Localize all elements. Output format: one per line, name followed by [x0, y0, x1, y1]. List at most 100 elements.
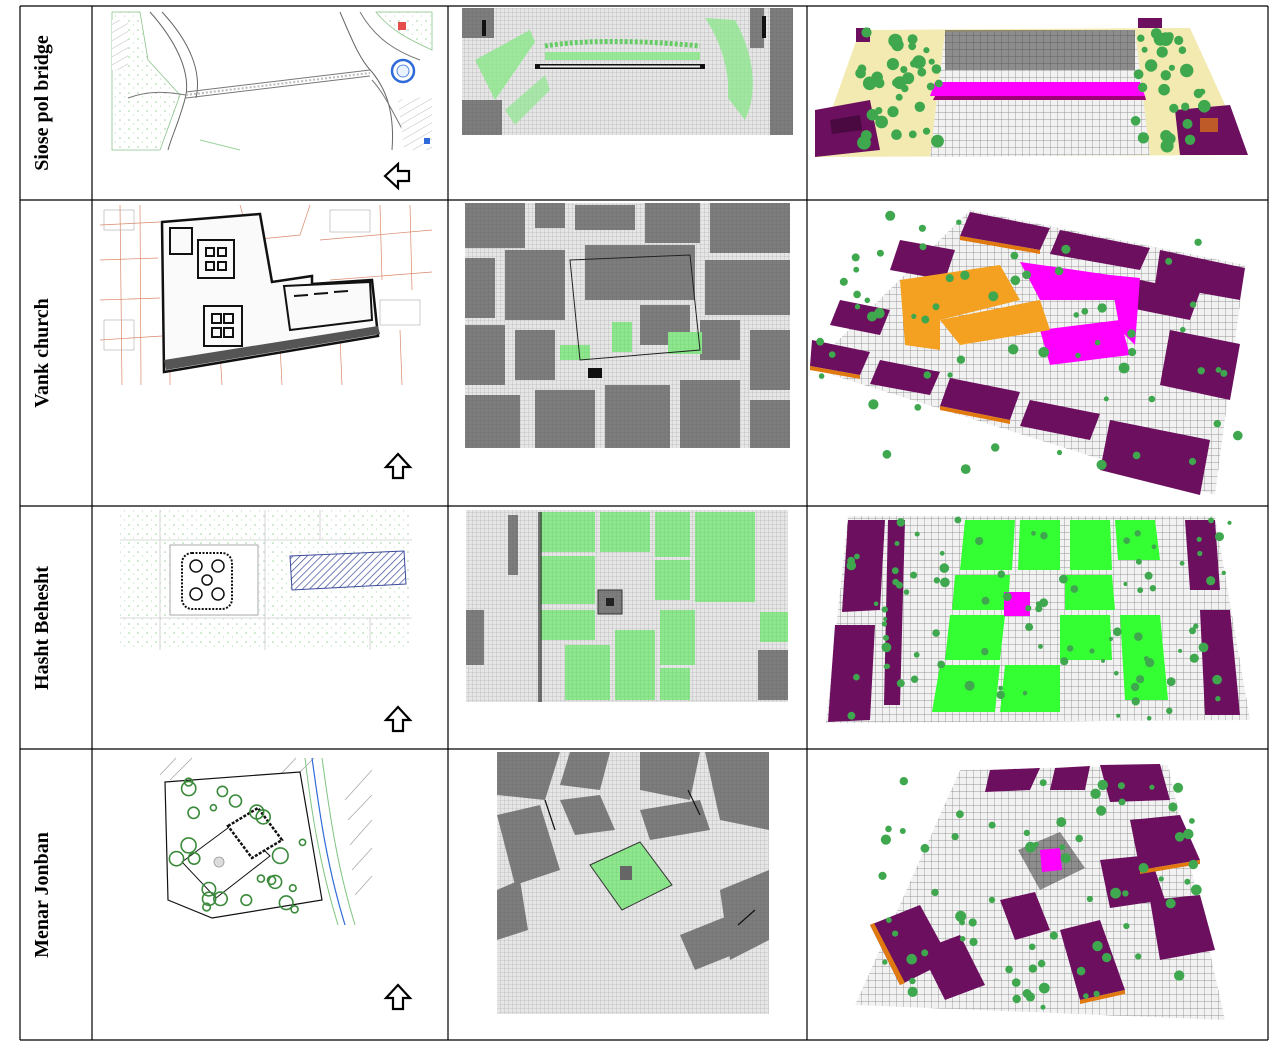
tree-mark: [846, 560, 857, 571]
tree-mark: [1012, 994, 1021, 1004]
tree-mark: [921, 949, 929, 957]
trees-vank-church: [816, 210, 1243, 474]
tree-mark: [873, 601, 879, 607]
tree-mark: [892, 578, 899, 586]
tree-mark: [956, 219, 962, 225]
tree-mark: [278, 895, 294, 911]
tree-mark: [1156, 46, 1168, 58]
tree-mark: [886, 58, 900, 71]
tree-mark: [1118, 362, 1130, 374]
tree-mark: [1133, 69, 1144, 80]
tree-mark: [1022, 989, 1032, 998]
tree-mark: [1083, 993, 1089, 999]
tree-mark: [1178, 46, 1187, 54]
tree-mark: [1221, 570, 1227, 576]
tree-mark: [969, 937, 978, 947]
tree-mark: [988, 291, 999, 302]
tree-mark: [1128, 348, 1137, 357]
tree-mark: [1179, 560, 1185, 566]
tree-mark: [855, 67, 866, 79]
tree-mark: [959, 936, 966, 942]
tree-mark: [1184, 134, 1196, 145]
tree-mark: [1038, 347, 1049, 358]
tree-mark: [885, 825, 892, 833]
tree-mark: [1160, 130, 1172, 142]
tree-mark: [1178, 648, 1183, 653]
tree-mark: [1135, 558, 1142, 565]
grid-map-vank-church: [465, 203, 790, 448]
tree-mark: [1037, 959, 1046, 968]
tree-mark: [267, 874, 283, 890]
tree-mark: [1097, 779, 1109, 791]
tree-mark: [1193, 623, 1199, 629]
tree-mark: [1174, 832, 1185, 842]
tree-mark: [180, 837, 197, 854]
tree-mark: [1005, 965, 1013, 974]
tree-mark: [909, 977, 916, 985]
tree-mark: [1008, 344, 1019, 355]
tree-mark: [1149, 585, 1157, 592]
tree-mark: [907, 986, 918, 998]
tree-mark: [1070, 585, 1079, 593]
tree-mark: [861, 27, 872, 38]
tree-mark: [1180, 63, 1194, 78]
tree-mark: [896, 679, 905, 688]
tree-mark: [1138, 863, 1149, 873]
tree-mark: [1158, 32, 1173, 46]
tree-mark: [1131, 697, 1140, 706]
tree-mark: [1059, 574, 1068, 584]
tree-mark: [918, 224, 927, 232]
tree-mark: [1151, 544, 1157, 550]
tree-mark: [882, 449, 892, 459]
tree-mark: [1075, 834, 1083, 843]
tree-mark: [1189, 818, 1195, 824]
tree-mark: [1165, 257, 1173, 265]
tree-mark: [910, 571, 918, 579]
tree-mark: [1127, 329, 1136, 338]
tree-mark: [249, 804, 265, 820]
tree-mark: [854, 304, 861, 310]
tree-mark: [1054, 266, 1064, 276]
trees-plan-menar-jonban: [168, 777, 307, 914]
tree-mark: [1174, 35, 1184, 46]
tree-mark: [1166, 707, 1173, 714]
tree-mark: [1130, 116, 1141, 126]
row-label-menar-jonban: Menar Jonban: [31, 832, 53, 958]
tree-mark: [998, 685, 1003, 691]
tree-mark: [886, 917, 892, 923]
tree-mark: [1144, 571, 1153, 580]
tree-mark: [1168, 64, 1175, 71]
tree-mark: [906, 953, 917, 965]
tree-mark: [945, 274, 954, 283]
tree-mark: [1146, 716, 1152, 721]
tree-mark: [914, 531, 920, 537]
tree-mark: [981, 596, 990, 605]
tree-mark: [1197, 550, 1203, 557]
tree-mark: [1123, 923, 1130, 930]
site-plan-vank-church: [99, 204, 433, 386]
tree-mark: [911, 313, 917, 319]
tree-mark: [1073, 312, 1080, 318]
site-plan-siose-pol: [110, 10, 433, 152]
tree-mark: [1137, 34, 1145, 42]
tree-mark: [201, 891, 217, 907]
tree-mark: [1137, 82, 1148, 93]
tree-mark: [1160, 139, 1174, 153]
tree-mark: [954, 516, 962, 524]
tree-mark: [923, 371, 932, 379]
tree-mark: [1025, 623, 1034, 632]
model-3d-vank-church: [810, 210, 1245, 495]
tree-mark: [1090, 788, 1101, 799]
tree-mark: [288, 883, 297, 893]
tree-mark: [895, 93, 903, 101]
tree-mark: [1116, 713, 1121, 718]
tree-mark: [1215, 532, 1224, 542]
tree-mark: [1134, 632, 1143, 641]
row-label-siose-pol: Siose pol bridge: [31, 35, 53, 171]
tree-mark: [818, 373, 825, 379]
tree-mark: [1003, 592, 1012, 602]
site-plan-menar-jonban: [155, 757, 375, 928]
tree-mark: [931, 888, 939, 897]
tree-mark: [1039, 598, 1049, 608]
